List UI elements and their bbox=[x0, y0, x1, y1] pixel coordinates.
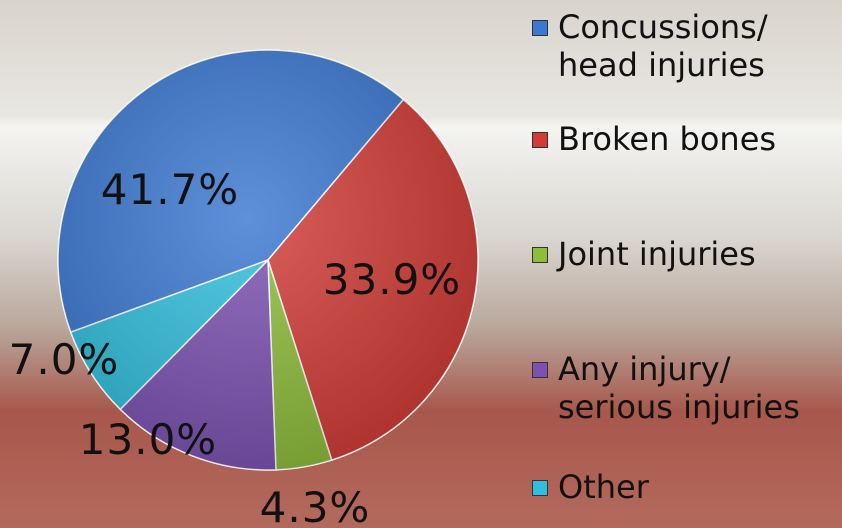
legend-label: Other bbox=[558, 468, 649, 506]
legend-item: Other bbox=[532, 468, 649, 506]
value-label: 13.0% bbox=[79, 415, 217, 464]
value-label: 7.0% bbox=[9, 335, 120, 384]
legend-label: Broken bones bbox=[558, 120, 777, 158]
legend-label: Joint injuries bbox=[558, 235, 756, 273]
legend-item: Any injury/ serious injuries bbox=[532, 350, 800, 426]
legend-swatch bbox=[532, 480, 548, 496]
legend-swatch bbox=[532, 362, 548, 378]
legend-label: Concussions/ head injuries bbox=[558, 8, 768, 84]
legend-swatch bbox=[532, 20, 548, 36]
legend-swatch bbox=[532, 132, 548, 148]
legend-item: Concussions/ head injuries bbox=[532, 8, 768, 84]
legend-label: Any injury/ serious injuries bbox=[558, 350, 800, 426]
legend-swatch bbox=[532, 247, 548, 263]
value-label: 33.9% bbox=[323, 255, 461, 304]
legend-item: Broken bones bbox=[532, 120, 776, 158]
value-label: 4.3% bbox=[260, 483, 371, 528]
legend-item: Joint injuries bbox=[532, 235, 756, 273]
value-label: 41.7% bbox=[101, 165, 239, 214]
